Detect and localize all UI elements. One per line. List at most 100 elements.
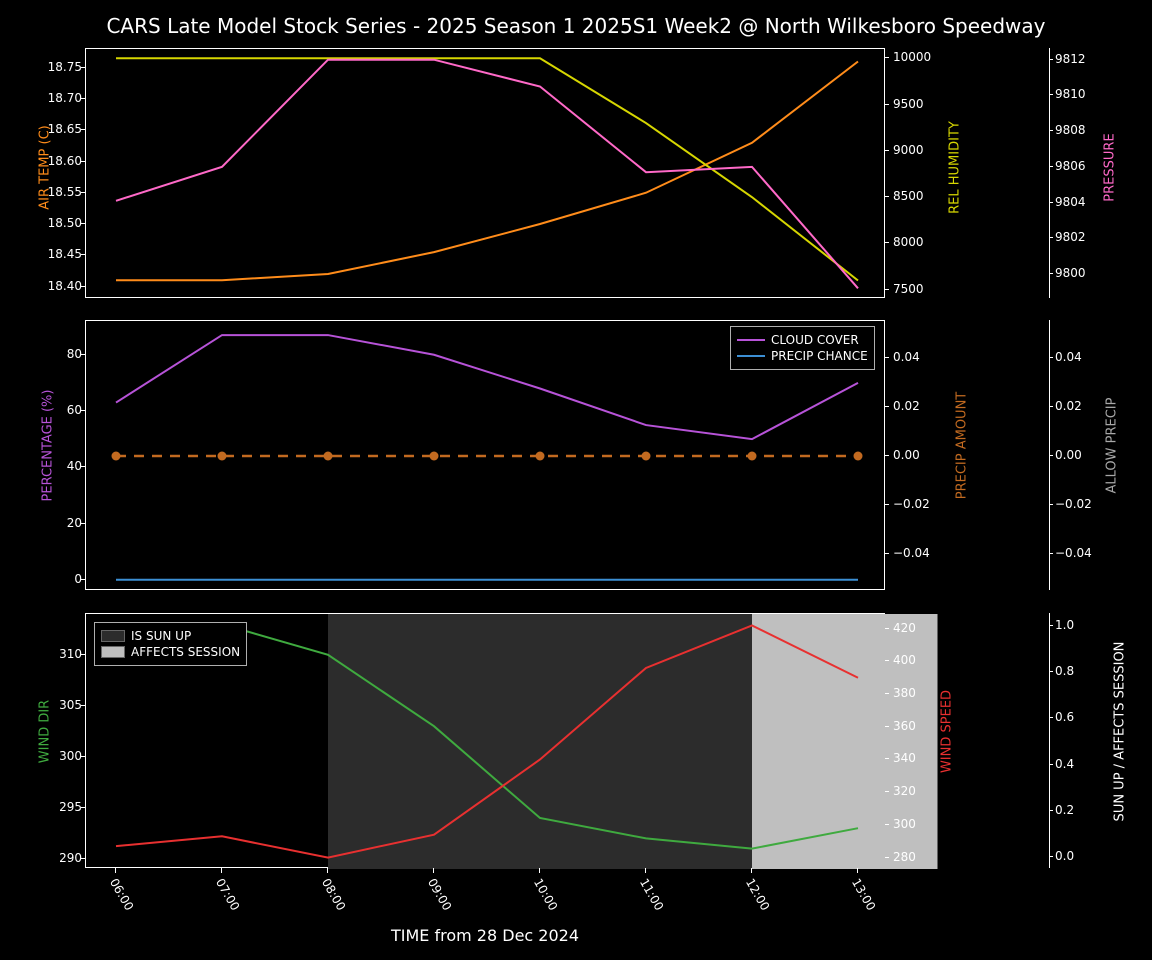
tick-mark <box>885 791 889 792</box>
tick-mark <box>885 758 889 759</box>
tick-mark <box>885 150 889 151</box>
tick-label: 0.00 <box>893 448 920 462</box>
tick-label: 18.65 <box>40 122 82 136</box>
tick-label: 280 <box>893 850 916 864</box>
tick-mark <box>81 523 85 524</box>
axis-label-wind-dir: WIND DIR <box>38 682 53 782</box>
tick-label: 0.6 <box>1055 710 1074 724</box>
tick-mark <box>81 579 85 580</box>
tick-mark <box>645 868 646 873</box>
tick-mark <box>885 57 889 58</box>
tick-mark <box>885 289 889 290</box>
tick-mark <box>221 868 222 873</box>
tick-mark <box>857 868 858 873</box>
tick-mark <box>327 868 328 873</box>
tick-mark <box>1049 48 1050 298</box>
tick-mark <box>81 756 85 757</box>
tick-label: 9804 <box>1055 195 1086 209</box>
tick-label: 60 <box>55 403 82 417</box>
tick-label: 9500 <box>893 97 924 111</box>
tick-label: 0.04 <box>1055 350 1082 364</box>
tick-label: 310 <box>52 647 82 661</box>
tick-label: 0.02 <box>1055 399 1082 413</box>
tick-label: 420 <box>893 621 916 635</box>
tick-label: 0.4 <box>1055 757 1074 771</box>
tick-label: 0.00 <box>1055 448 1082 462</box>
tick-label: 80 <box>55 347 82 361</box>
tick-label: 40 <box>55 459 82 473</box>
tick-label: 9800 <box>1055 266 1086 280</box>
axis-label-sun-affects: SUN UP / AFFECTS SESSION <box>1113 617 1128 847</box>
legend-panel-2: CLOUD COVER PRECIP CHANCE <box>730 326 875 370</box>
tick-mark <box>885 406 889 407</box>
axis-label-pressure: PRESSURE <box>1103 113 1118 223</box>
tick-label: 1.0 <box>1055 618 1074 632</box>
tick-label: 380 <box>893 686 916 700</box>
axis-label-percentage: PERCENTAGE (%) <box>41 376 56 516</box>
tick-mark <box>81 98 85 99</box>
axis-label-wind-speed: WIND SPEED <box>940 677 955 787</box>
tick-mark <box>81 807 85 808</box>
x-tick-label: 09:00 <box>425 876 454 913</box>
tick-label: −0.02 <box>1055 497 1092 511</box>
tick-mark <box>885 196 889 197</box>
tick-mark <box>885 357 889 358</box>
tick-label: −0.02 <box>893 497 930 511</box>
tick-label: 340 <box>893 751 916 765</box>
tick-mark <box>539 868 540 873</box>
tick-mark <box>433 868 434 873</box>
tick-mark <box>885 455 889 456</box>
tick-mark <box>885 553 889 554</box>
tick-mark <box>81 466 85 467</box>
legend-item-affects-session: AFFECTS SESSION <box>101 645 240 659</box>
legend-item-cloud-cover: CLOUD COVER <box>737 333 868 347</box>
axis-label-precip-amount: PRECIP AMOUNT <box>955 376 970 516</box>
tick-mark <box>885 628 889 629</box>
tick-label: 0.8 <box>1055 664 1074 678</box>
tick-label: 18.45 <box>40 247 82 261</box>
tick-label: 9810 <box>1055 87 1086 101</box>
tick-label: 18.55 <box>40 185 82 199</box>
x-axis-label: TIME from 28 Dec 2024 <box>85 926 885 945</box>
legend-panel-3: IS SUN UP AFFECTS SESSION <box>94 622 247 666</box>
tick-label: 20 <box>55 516 82 530</box>
tick-mark <box>81 254 85 255</box>
axis-label-rel-humidity: REL HUMIDITY <box>948 113 963 223</box>
tick-label: 8000 <box>893 235 924 249</box>
tick-label: 0.2 <box>1055 803 1074 817</box>
tick-label: 360 <box>893 719 916 733</box>
tick-label: 8500 <box>893 189 924 203</box>
x-tick-label: 10:00 <box>531 876 560 913</box>
tick-mark <box>885 104 889 105</box>
tick-label: 18.40 <box>40 279 82 293</box>
tick-label: 300 <box>52 749 82 763</box>
legend-item-is-sun-up: IS SUN UP <box>101 629 240 643</box>
tick-mark <box>81 223 85 224</box>
tick-mark <box>885 693 889 694</box>
tick-label: 18.60 <box>40 154 82 168</box>
tick-label: 10000 <box>893 50 931 64</box>
tick-mark <box>751 868 752 873</box>
tick-mark <box>81 67 85 68</box>
tick-mark <box>1049 320 1050 590</box>
tick-mark <box>885 726 889 727</box>
tick-label: 9802 <box>1055 230 1086 244</box>
tick-mark <box>885 824 889 825</box>
tick-label: −0.04 <box>893 546 930 560</box>
legend-item-precip-chance: PRECIP CHANCE <box>737 349 868 363</box>
x-tick-label: 06:00 <box>107 876 136 913</box>
tick-mark <box>885 660 889 661</box>
tick-label: 0.0 <box>1055 849 1074 863</box>
tick-label: −0.04 <box>1055 546 1092 560</box>
x-tick-label: 08:00 <box>319 876 348 913</box>
tick-mark <box>885 857 889 858</box>
tick-mark <box>81 192 85 193</box>
tick-label: 0.04 <box>893 350 920 364</box>
x-tick-label: 07:00 <box>213 876 242 913</box>
tick-mark <box>1049 613 1050 868</box>
x-tick-label: 12:00 <box>743 876 772 913</box>
tick-label: 300 <box>893 817 916 831</box>
x-tick-label: 13:00 <box>849 876 878 913</box>
tick-label: 18.75 <box>40 60 82 74</box>
tick-mark <box>81 410 85 411</box>
